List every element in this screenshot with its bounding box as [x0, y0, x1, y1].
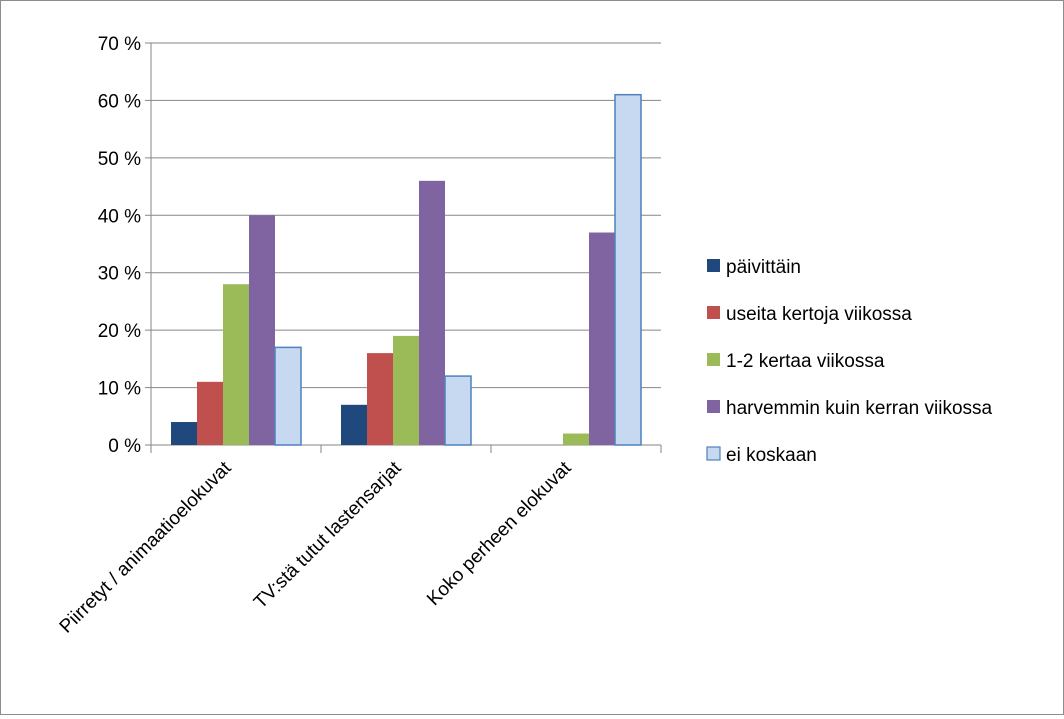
- legend-swatch: [707, 259, 720, 272]
- y-tick-labels: 0 % 10 % 20 % 30 % 40 % 50 % 60 % 70 %: [98, 34, 141, 457]
- bars: [171, 93, 642, 446]
- y-tick-label: 50 %: [98, 149, 141, 170]
- bar: [197, 381, 223, 445]
- y-tick-label: 10 %: [98, 379, 141, 400]
- bar: [589, 232, 615, 445]
- y-tick-label: 60 %: [98, 91, 141, 112]
- legend-swatch: [707, 353, 720, 366]
- bar: [393, 335, 419, 445]
- bar: [444, 375, 472, 446]
- x-tick-label: TV:stä tutut lastensarjat: [250, 457, 406, 613]
- legend-swatch: [706, 446, 721, 461]
- x-tick-label: Koko perheen elokuvat: [423, 457, 576, 610]
- bar: [171, 422, 197, 445]
- y-tick-label: 30 %: [98, 264, 141, 285]
- legend-swatch: [707, 400, 720, 413]
- y-tick-label: 0 %: [108, 436, 141, 457]
- legend-label: useita kertoja viikossa: [726, 304, 912, 325]
- bar: [341, 404, 367, 445]
- y-tick-label: 40 %: [98, 206, 141, 227]
- bar: [223, 284, 249, 445]
- legend-swatch: [707, 306, 720, 319]
- legend-label: ei koskaan: [726, 445, 817, 466]
- bar: [274, 346, 302, 446]
- legend-label: päivittäin: [726, 257, 801, 278]
- legend-label: harvemmin kuin kerran viikossa: [726, 398, 993, 419]
- bar: [367, 353, 393, 445]
- legend-label: 1-2 kertaa viikossa: [726, 351, 885, 372]
- bar: [249, 215, 275, 445]
- y-tick-label: 70 %: [98, 34, 141, 55]
- bar: [614, 93, 642, 446]
- bar: [563, 433, 589, 445]
- bar: [419, 180, 445, 446]
- y-tick-label: 20 %: [98, 321, 141, 342]
- legend: päivittäin useita kertoja viikossa 1-2 ker…: [706, 257, 993, 466]
- x-tick-labels: Piirretyt / animaatioelokuvat TV:stä tutu…: [56, 457, 576, 637]
- x-tick-label: Piirretyt / animaatioelokuvat: [56, 457, 236, 637]
